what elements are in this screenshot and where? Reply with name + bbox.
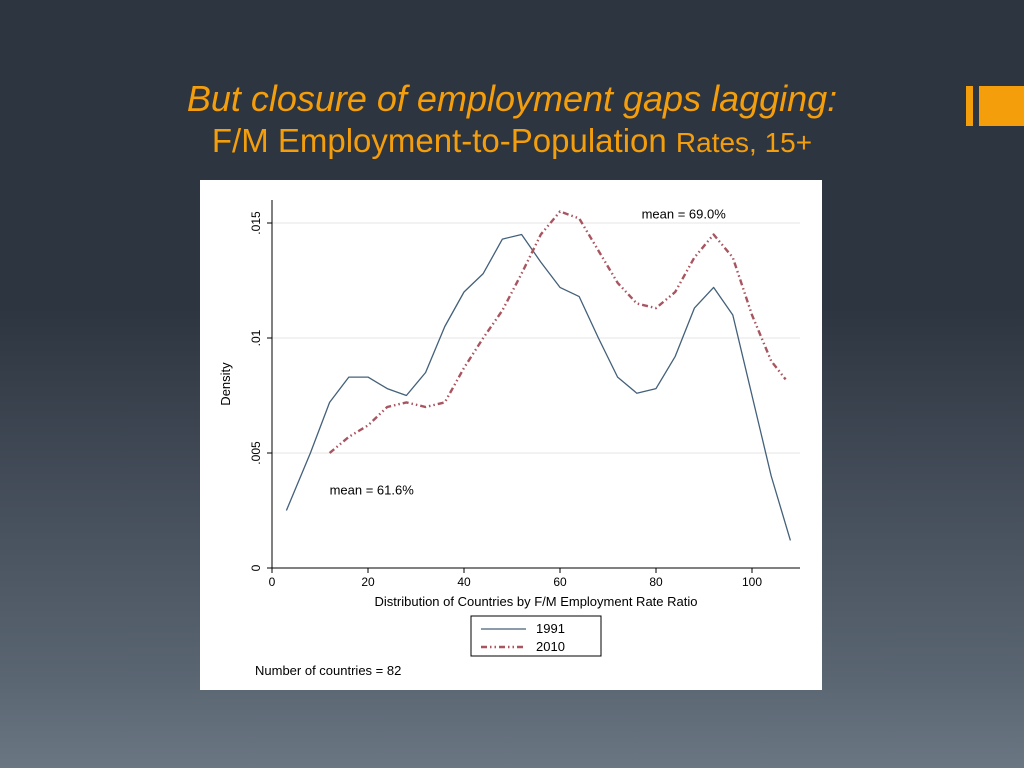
svg-text:Density: Density <box>218 362 233 406</box>
chart-footnote: Number of countries = 82 <box>255 663 401 678</box>
title-line2: F/M Employment-to-Population Rates, 15+ <box>0 121 1024 161</box>
svg-text:mean = 61.6%: mean = 61.6% <box>330 482 415 497</box>
title-line1: But closure of employment gaps lagging: <box>0 78 1024 119</box>
svg-text:2010: 2010 <box>536 639 565 654</box>
svg-text:0: 0 <box>269 575 276 589</box>
chart-panel: 0 20 40 60 80 100 0 .005 .01 .015 Distribution of … <box>200 180 822 690</box>
slide-title: But closure of employment gaps lagging: … <box>0 78 1024 161</box>
title-line2-main: F/M Employment-to-Population <box>212 122 676 159</box>
svg-text:.005: .005 <box>249 441 263 465</box>
slide: But closure of employment gaps lagging: … <box>0 0 1024 768</box>
svg-text:60: 60 <box>553 575 567 589</box>
svg-text:80: 80 <box>649 575 663 589</box>
svg-text:Distribution of Countries by F: Distribution of Countries by F/M Employm… <box>375 594 698 609</box>
svg-text:0: 0 <box>249 564 263 571</box>
svg-text:.015: .015 <box>249 211 263 235</box>
svg-text:100: 100 <box>742 575 762 589</box>
svg-text:20: 20 <box>361 575 375 589</box>
svg-text:40: 40 <box>457 575 471 589</box>
svg-text:.01: .01 <box>249 329 263 346</box>
title-line2-small: Rates, 15+ <box>676 127 812 158</box>
svg-text:mean = 69.0%: mean = 69.0% <box>642 206 727 221</box>
density-chart: 0 20 40 60 80 100 0 .005 .01 .015 Distribution of … <box>200 180 822 690</box>
svg-text:1991: 1991 <box>536 621 565 636</box>
